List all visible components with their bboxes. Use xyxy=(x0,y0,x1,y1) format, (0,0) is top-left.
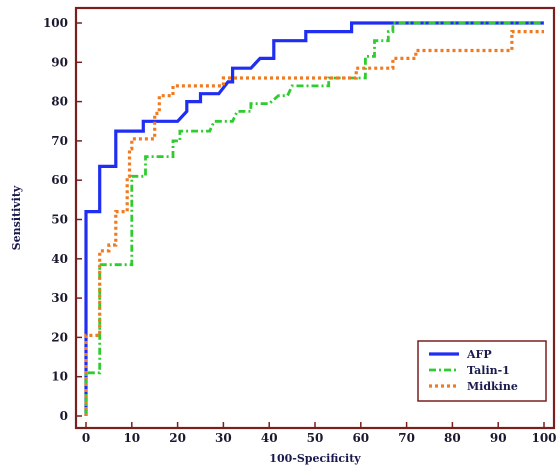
y-tick-label: 40 xyxy=(51,252,68,266)
x-tick-label: 80 xyxy=(444,431,461,445)
x-tick-label: 70 xyxy=(398,431,415,445)
series-talin-1-line xyxy=(84,21,544,416)
y-tick-label: 30 xyxy=(51,291,68,305)
y-tick-label: 70 xyxy=(51,134,68,148)
x-tick-label: 40 xyxy=(261,431,278,445)
y-tick-label: 0 xyxy=(60,409,68,423)
y-tick-label: 90 xyxy=(51,55,68,69)
x-tick-label: 0 xyxy=(82,431,90,445)
legend-label-midkine: Midkine xyxy=(467,380,518,393)
y-tick-label: 100 xyxy=(43,16,68,30)
series-midkine-line xyxy=(84,30,544,416)
y-tick-label: 80 xyxy=(51,95,68,109)
series-afp-line xyxy=(84,21,544,416)
legend: AFP Talin-1 Midkine xyxy=(417,340,547,402)
y-tick-label: 50 xyxy=(51,213,68,227)
legend-label-talin-1: Talin-1 xyxy=(467,364,510,377)
y-tick-label: 10 xyxy=(51,370,68,384)
y-tick-label: 60 xyxy=(51,173,68,187)
axis-ticks: 0 10 20 30 40 50 60 70 80 90 100 0 10 20 30 40 50 60 70 80 9… xyxy=(43,16,557,445)
x-axis-title: 100-Specificity xyxy=(269,452,361,465)
x-tick-label: 90 xyxy=(490,431,507,445)
x-tick-label: 30 xyxy=(215,431,232,445)
series-layer xyxy=(84,21,544,416)
x-tick-label: 100 xyxy=(531,431,556,445)
y-tick-label: 20 xyxy=(51,330,68,344)
x-tick-label: 20 xyxy=(169,431,186,445)
y-axis-title: Sensitivity xyxy=(10,185,23,250)
legend-label-afp: AFP xyxy=(466,348,492,361)
x-tick-label: 60 xyxy=(352,431,369,445)
x-tick-label: 10 xyxy=(123,431,140,445)
x-tick-label: 50 xyxy=(307,431,324,445)
